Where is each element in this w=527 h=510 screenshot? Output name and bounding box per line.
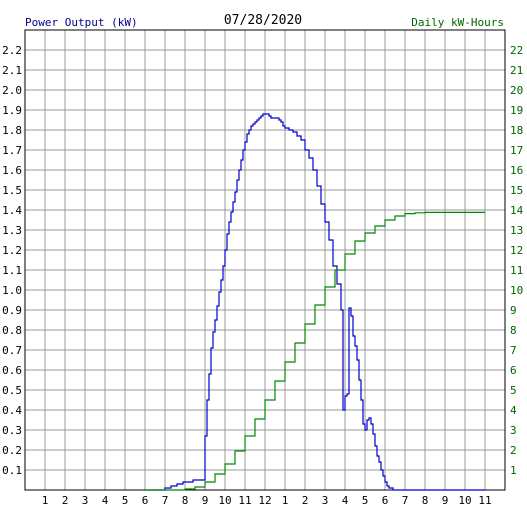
- left-tick-label: 1.1: [2, 264, 22, 277]
- left-tick-label: 1.2: [2, 244, 22, 257]
- left-tick-label: 0.1: [2, 464, 22, 477]
- right-tick-label: 6: [510, 364, 517, 377]
- left-tick-label: 0.3: [2, 424, 22, 437]
- left-tick-label: 0.4: [2, 404, 22, 417]
- left-tick-label: 1.7: [2, 144, 22, 157]
- left-axis-ticks: 0.1 0.2 0.3 0.4 0.5 0.6 0.7 0.8 0.9 1.0 1.1 1.2 1.3 1…: [2, 44, 22, 477]
- left-tick-label: 2.1: [2, 64, 22, 77]
- x-tick-label: 10: [458, 494, 471, 507]
- right-tick-label: 15: [510, 184, 523, 197]
- x-tick-label: 4: [102, 494, 109, 507]
- x-tick-label: 6: [382, 494, 389, 507]
- right-tick-label: 8: [510, 324, 517, 337]
- x-tick-label: 6: [142, 494, 149, 507]
- x-tick-label: 7: [402, 494, 409, 507]
- right-tick-label: 18: [510, 124, 523, 137]
- chart-date-title: 07/28/2020: [224, 13, 302, 28]
- x-tick-label: 3: [82, 494, 89, 507]
- right-axis-title: Daily kW-Hours: [411, 16, 504, 29]
- right-tick-label: 12: [510, 244, 523, 257]
- x-tick-label: 4: [342, 494, 349, 507]
- left-tick-label: 0.9: [2, 304, 22, 317]
- left-tick-label: 1.3: [2, 224, 22, 237]
- plot-border: [24, 29, 506, 491]
- right-tick-label: 9: [510, 304, 517, 317]
- x-tick-label: 3: [322, 494, 329, 507]
- left-tick-label: 2.0: [2, 84, 22, 97]
- left-tick-label: 1.4: [2, 204, 22, 217]
- left-tick-label: 0.2: [2, 444, 22, 457]
- left-tick-label: 1.5: [2, 184, 22, 197]
- right-tick-label: 3: [510, 424, 517, 437]
- grid-lines: [25, 30, 505, 490]
- left-axis-title: Power Output (kW): [25, 16, 138, 29]
- right-tick-label: 14: [510, 204, 524, 217]
- right-tick-label: 21: [510, 64, 523, 77]
- daily-kwh-series: [145, 211, 485, 491]
- right-tick-label: 1: [510, 464, 517, 477]
- left-tick-label: 0.8: [2, 324, 22, 337]
- x-tick-label: 1: [42, 494, 49, 507]
- right-tick-label: 5: [510, 384, 517, 397]
- x-tick-label: 12: [258, 494, 271, 507]
- left-tick-label: 2.2: [2, 44, 22, 57]
- x-tick-label: 9: [442, 494, 449, 507]
- left-tick-label: 1.9: [2, 104, 22, 117]
- x-tick-label: 8: [182, 494, 189, 507]
- x-tick-label: 2: [302, 494, 309, 507]
- right-tick-label: 2: [510, 444, 517, 457]
- left-tick-label: 0.7: [2, 344, 22, 357]
- x-tick-label: 5: [362, 494, 369, 507]
- x-tick-label: 9: [202, 494, 209, 507]
- x-tick-label: 8: [422, 494, 429, 507]
- x-tick-label: 10: [218, 494, 231, 507]
- x-tick-label: 2: [62, 494, 69, 507]
- left-tick-label: 1.6: [2, 164, 22, 177]
- right-tick-label: 22: [510, 44, 523, 57]
- right-tick-label: 13: [510, 224, 523, 237]
- left-tick-label: 0.6: [2, 364, 22, 377]
- series-lines: [145, 113, 485, 491]
- right-tick-label: 4: [510, 404, 517, 417]
- left-tick-label: 0.5: [2, 384, 22, 397]
- x-axis-ticks: 1 2 3 4 5 6 7 8 9 10 11 12 1 2 3 4 5 6 7 8 9 10 11: [42, 494, 492, 507]
- x-tick-label: 11: [238, 494, 251, 507]
- power-output-series: [145, 113, 485, 491]
- x-tick-label: 5: [122, 494, 129, 507]
- left-tick-label: 1.8: [2, 124, 22, 137]
- right-tick-label: 11: [510, 264, 523, 277]
- x-tick-label: 1: [282, 494, 289, 507]
- x-tick-label: 11: [478, 494, 491, 507]
- right-tick-label: 7: [510, 344, 517, 357]
- right-tick-label: 20: [510, 84, 523, 97]
- right-tick-label: 10: [510, 284, 523, 297]
- right-tick-label: 16: [510, 164, 523, 177]
- x-tick-label: 7: [162, 494, 169, 507]
- right-tick-label: 17: [510, 144, 523, 157]
- left-tick-label: 1.0: [2, 284, 22, 297]
- right-tick-label: 19: [510, 104, 523, 117]
